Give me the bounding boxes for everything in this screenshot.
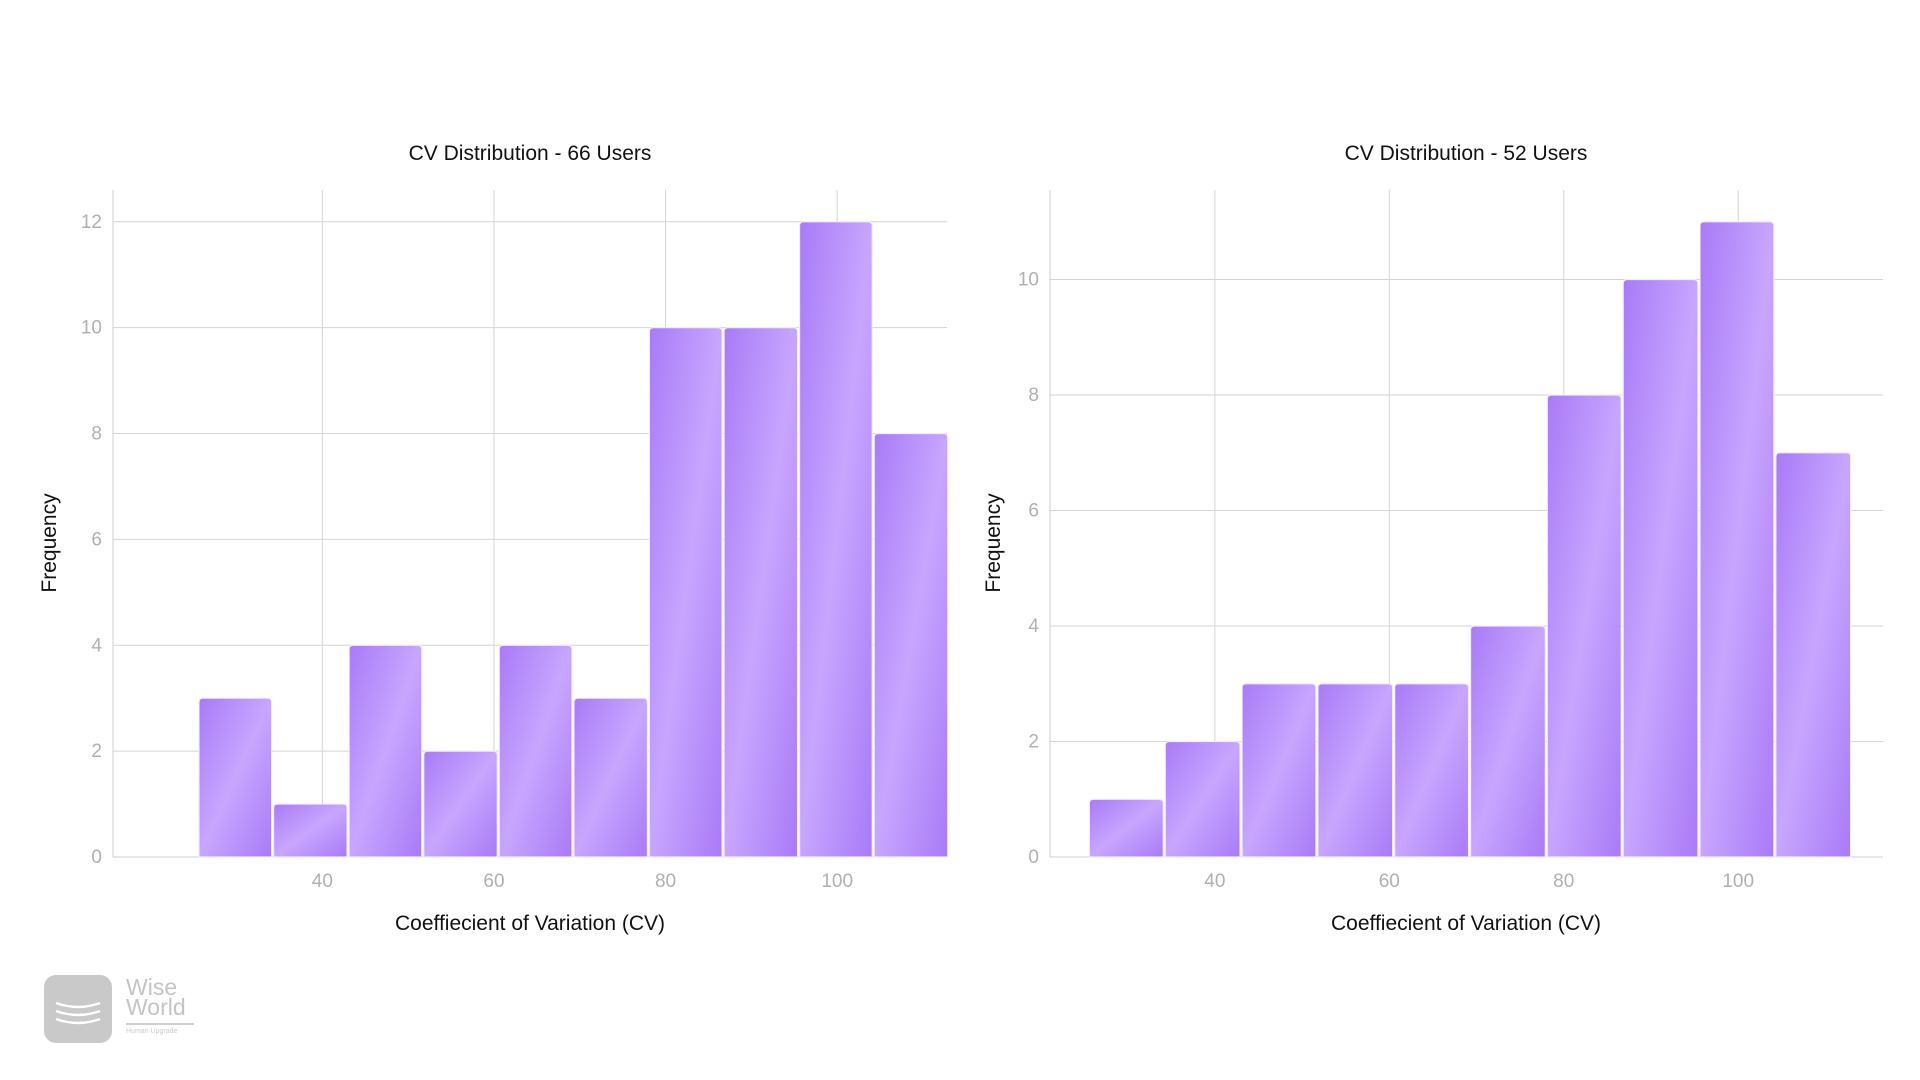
histogram-bar [1241,683,1317,858]
histogram-bar [1088,798,1164,858]
histogram-bar [648,327,723,858]
histogram-bar [573,697,649,858]
histogram-bar [1317,683,1394,858]
histogram-bar [1164,740,1241,858]
x-tick-label: 100 [1722,871,1754,892]
x-tick-label: 100 [821,871,853,892]
y-axis-label: Frequency [982,493,1005,593]
histogram-52-users: 0 2 4 6 8 10 40 60 80 100 CV Distribution - 52 Use… [982,142,1883,935]
y-tick-label: 4 [91,635,102,656]
y-tick-label: 10 [1018,270,1039,291]
wise-world-logo: Wise World Human Upgrade [44,975,204,1047]
x-axis-label: Coeffiecient of Variation (CV) [1331,912,1601,935]
histogram-66-users: 0 2 4 6 8 10 12 40 60 80 100 CV Distribution - 66 U… [38,142,949,935]
histogram-bar [423,750,498,858]
chart-title: CV Distribution - 52 Users [1345,142,1588,165]
x-tick-label: 60 [1379,871,1400,892]
y-tick-label: 0 [91,847,102,868]
histogram-bar [198,697,273,858]
y-tick-label: 2 [91,741,102,762]
y-tick-label: 6 [91,529,102,550]
x-tick-label: 40 [1204,871,1225,892]
y-tick-label: 4 [1028,616,1039,637]
y-tick-label: 2 [1028,732,1039,753]
logo-tagline: Human Upgrade [126,1028,178,1035]
histogram-bar [1699,221,1775,858]
logo-divider [126,1023,194,1025]
histogram-bar [498,644,573,858]
x-tick-label: 80 [655,871,676,892]
histogram-bar [348,644,423,858]
histogram-bar [1469,625,1546,858]
histogram-bar [798,221,873,858]
y-tick-label: 12 [81,212,102,233]
y-axis-label: Frequency [38,493,61,593]
logo-line2: World [126,994,186,1020]
y-tick-label: 8 [1028,385,1039,406]
x-tick-label: 80 [1553,871,1574,892]
y-tick-label: 10 [81,318,102,339]
x-tick-label: 60 [483,871,504,892]
histogram-bar [723,327,799,858]
histogram-bar [1394,683,1470,858]
histogram-bar [873,432,949,858]
logo-badge-icon [44,975,112,1043]
logo-wordmark: Wise World [126,974,186,1020]
logo-line1: Wise [126,974,178,1000]
histogram-bar [272,803,348,858]
y-tick-label: 6 [1028,501,1039,522]
chart-title: CV Distribution - 66 Users [409,142,652,165]
histogram-bar [1622,278,1699,858]
histogram-bar [1546,394,1622,858]
histogram-bar [1775,452,1852,858]
y-tick-label: 0 [1028,847,1039,868]
x-axis-label: Coeffiecient of Variation (CV) [395,912,665,935]
x-tick-label: 40 [312,871,333,892]
y-tick-label: 8 [91,424,102,445]
